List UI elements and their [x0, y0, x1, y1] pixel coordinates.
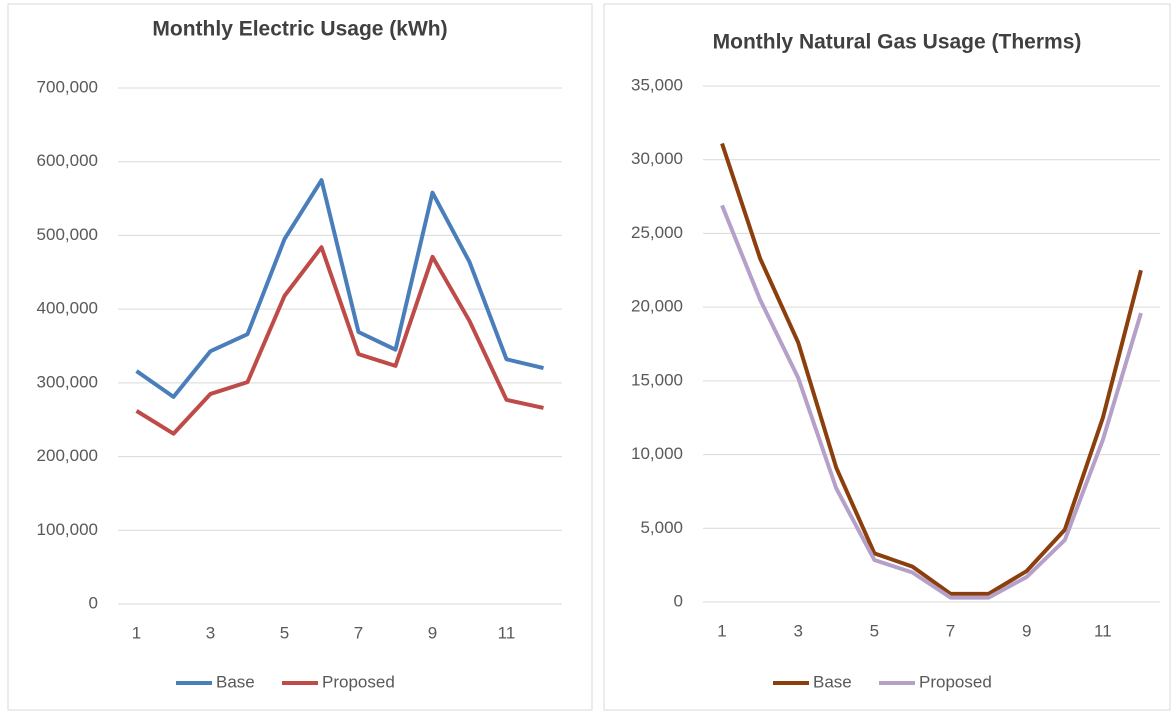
legend-label: Base — [813, 672, 852, 691]
y-tick-label: 500,000 — [37, 225, 98, 244]
y-tick-label: 35,000 — [631, 75, 683, 94]
x-tick-label: 3 — [206, 623, 215, 642]
y-tick-label: 200,000 — [37, 446, 98, 465]
y-tick-label: 30,000 — [631, 149, 683, 168]
legend-label: Base — [216, 672, 255, 691]
panel — [603, 3, 1171, 711]
panel — [7, 3, 593, 711]
y-tick-label: 20,000 — [631, 297, 683, 316]
x-tick-label: 9 — [428, 623, 437, 642]
y-tick-label: 5,000 — [640, 518, 683, 537]
x-tick-label: 7 — [946, 621, 955, 640]
x-tick-label: 11 — [1094, 621, 1112, 640]
y-tick-label: 25,000 — [631, 223, 683, 242]
x-tick-label: 1 — [132, 623, 141, 642]
y-tick-label: 100,000 — [37, 520, 98, 539]
legend-label: Proposed — [919, 672, 992, 691]
y-tick-label: 0 — [89, 593, 98, 612]
x-tick-label: 3 — [793, 621, 802, 640]
series-line — [135, 178, 544, 399]
y-tick-label: 700,000 — [37, 77, 98, 96]
series-line — [720, 204, 1143, 600]
y-tick-label: 300,000 — [37, 372, 98, 391]
x-tick-label: 11 — [498, 623, 516, 642]
y-tick-label: 10,000 — [631, 444, 683, 463]
series-line — [135, 245, 544, 436]
x-tick-label: 7 — [354, 623, 363, 642]
chart-title: Monthly Natural Gas Usage (Therms) — [713, 31, 1082, 54]
x-tick-label: 9 — [1022, 621, 1031, 640]
y-tick-label: 15,000 — [631, 370, 683, 389]
x-tick-label: 1 — [717, 621, 726, 640]
x-tick-label: 5 — [870, 621, 879, 640]
chart-title: Monthly Electric Usage (kWh) — [152, 18, 447, 41]
y-tick-label: 400,000 — [37, 299, 98, 318]
legend-label: Proposed — [322, 672, 395, 691]
y-tick-label: 0 — [674, 591, 683, 610]
x-tick-label: 5 — [280, 623, 289, 642]
y-tick-label: 600,000 — [37, 151, 98, 170]
series-line — [720, 142, 1143, 596]
